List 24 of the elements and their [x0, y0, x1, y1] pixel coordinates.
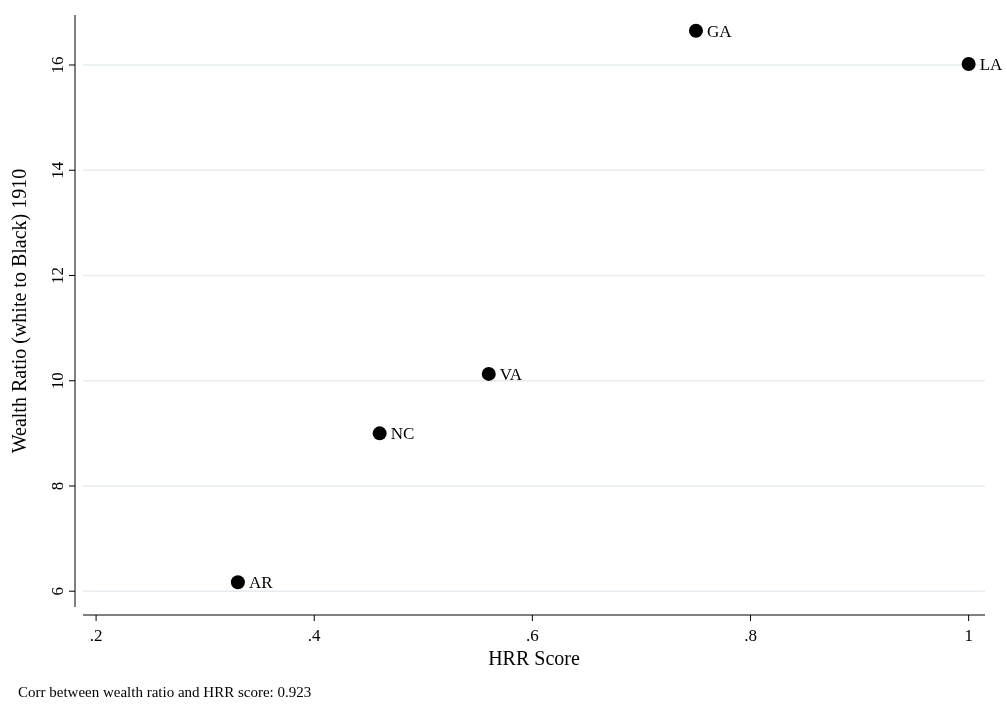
point: [372, 426, 387, 441]
x-tick-label: .2: [89, 626, 103, 645]
y-tick-label: 6: [48, 586, 67, 596]
x-tick-label: .6: [525, 626, 539, 645]
annotation: AR: [248, 573, 274, 593]
point: [961, 56, 976, 71]
point: [688, 23, 703, 38]
y-axis-title: Wealth Ratio (white to Black) 1910: [8, 168, 31, 454]
y-tick-label: 10: [48, 372, 67, 390]
annotation: LA: [979, 54, 1004, 74]
x-tick-label: .4: [307, 626, 322, 645]
y-tick-label: 16: [48, 56, 67, 74]
annotation: NC: [390, 424, 415, 444]
x-tick-label: .8: [744, 626, 757, 645]
x-axis-title: HRR Score: [488, 647, 580, 669]
y-tick-label: 8: [48, 481, 67, 491]
x-tick-label: 1: [964, 626, 973, 645]
y-tick-label: 12: [48, 266, 67, 284]
text: Corr between wealth ratio and HRR score: 0.923: [18, 684, 312, 700]
y-tick-label: 14: [48, 161, 67, 179]
point: [481, 366, 496, 381]
annotation: GA: [706, 21, 733, 41]
point: [230, 575, 245, 590]
annotation: VA: [499, 364, 523, 384]
